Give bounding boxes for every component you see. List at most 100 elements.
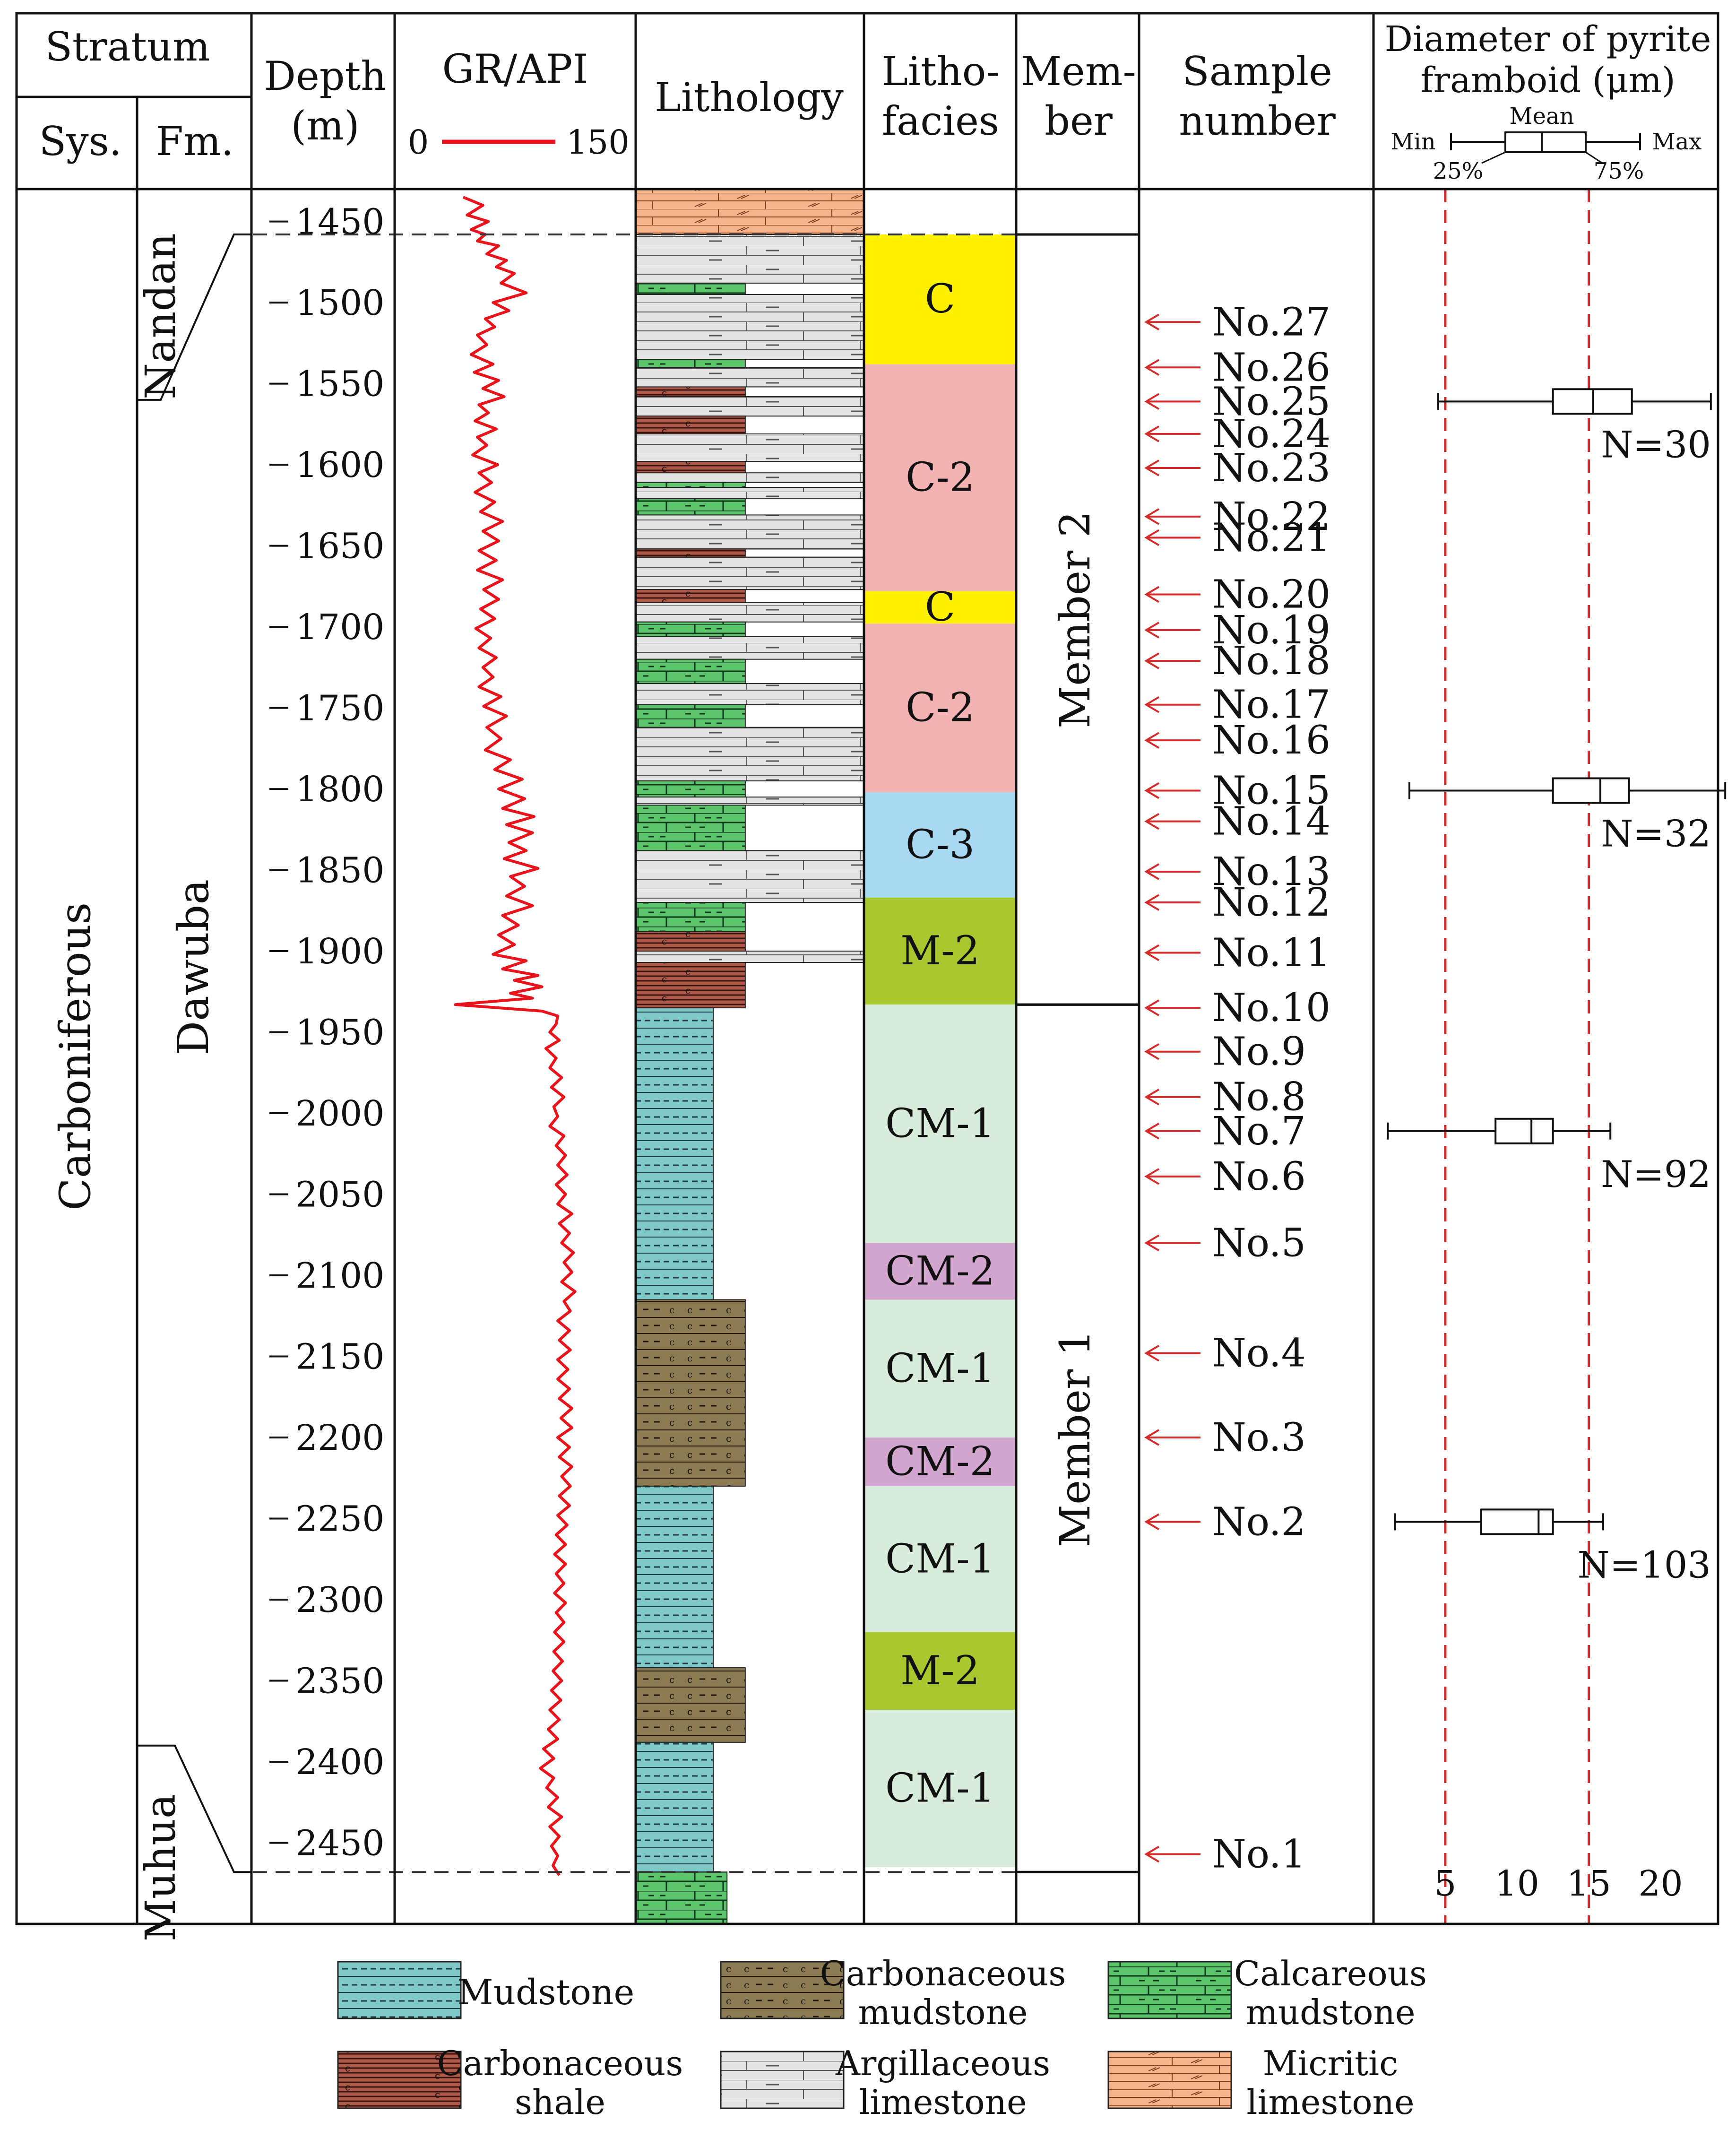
lithology-bed [635, 189, 864, 235]
lithofacies-label: M-2 [900, 1647, 980, 1694]
sample-arrowhead [1144, 425, 1160, 442]
sample-arrowhead [1144, 393, 1160, 410]
depth-tick-label: 1600 [295, 445, 384, 485]
depth-tick-label: 2200 [295, 1418, 384, 1458]
formation-label: Muhua [136, 1794, 185, 1942]
lithofacies-column: C C-2 C C-2 C-3 M-2 CM-1 CM-2 CM-1 CM-2 CM-1 M-2 CM-… [864, 234, 1016, 1867]
depth-tick-label: 1950 [295, 1013, 384, 1053]
sample-label: No.19 [1212, 608, 1330, 653]
sample-arrowhead [1144, 732, 1160, 749]
lithology-bed [635, 294, 864, 360]
sample-label: No.13 [1212, 849, 1330, 894]
x-tick-label: 15 [1567, 1863, 1611, 1904]
header-depth: Depth [264, 53, 387, 99]
member-label: Member 2 [1051, 511, 1099, 728]
muhua-boundary [137, 1744, 251, 1873]
sample-label: No.1 [1212, 1832, 1306, 1877]
lithology-bed [635, 367, 864, 388]
header-pyrite-1: Diameter of pyrite [1385, 19, 1711, 60]
sample-label: No.16 [1212, 718, 1330, 763]
key-min: Min [1391, 129, 1435, 155]
lithology-bed [635, 498, 746, 516]
lithology-bed [635, 234, 864, 284]
sample-label: No.11 [1212, 930, 1330, 975]
lithofacies-label: C-2 [906, 684, 975, 731]
legend-swatch [1107, 2051, 1232, 2109]
lithology-bed [635, 805, 746, 851]
depth-tick-label: 1700 [295, 607, 384, 648]
lithology-bed [635, 902, 746, 932]
lithology-legend: Mudstone Carbonaceous mudstone Calcareous mu… [337, 1954, 1427, 2122]
member-column: Member 2 Member 1 [1015, 233, 1140, 1873]
lithofacies-label: CM-2 [885, 1438, 995, 1484]
lithology-bed [635, 931, 746, 952]
legend-label: Carbonaceous mudstone [820, 1954, 1066, 2032]
depth-tick-label: 1850 [295, 850, 384, 891]
sample-label: No.10 [1212, 986, 1330, 1030]
sample-arrowhead [1144, 622, 1160, 639]
sample-arrowhead [1144, 999, 1160, 1016]
lithology-bed [635, 636, 864, 660]
sample-label: No.7 [1212, 1109, 1306, 1154]
gr-log-track [454, 196, 577, 1876]
sample-label: No.9 [1212, 1030, 1306, 1074]
lithology-bed [635, 602, 864, 623]
header-lithofacies-1: Litho- [881, 48, 999, 95]
lithology-bed [635, 621, 746, 637]
depth-tick-label: 2450 [295, 1823, 384, 1864]
lithofacies-label: C-3 [906, 821, 975, 867]
legend-swatch [720, 2051, 845, 2109]
sample-arrowhead [1144, 359, 1160, 376]
box [1552, 777, 1630, 804]
sample-label: No.5 [1212, 1221, 1306, 1265]
sample-label: No.3 [1212, 1415, 1306, 1460]
sample-label: No.4 [1212, 1331, 1306, 1376]
lithology-bed [635, 704, 746, 728]
lithology-bed [635, 1299, 746, 1487]
formation-label: Dawuba [169, 879, 218, 1055]
sample-label: No.6 [1212, 1154, 1306, 1199]
lithology-bed [635, 658, 746, 684]
sample-arrowhead [1144, 813, 1160, 830]
legend-label: Argillaceous limestone [835, 2043, 1050, 2122]
depth-tick-label: 1550 [295, 364, 384, 405]
header-member-2: ber [1045, 98, 1113, 144]
lithology-bed [635, 487, 864, 500]
lithofacies-label: CM-1 [885, 1345, 995, 1391]
key-max: Max [1652, 129, 1702, 155]
depth-tick-label: 2400 [295, 1742, 384, 1783]
depth-tick-label: 1500 [295, 283, 384, 323]
lithofacies-band [864, 234, 1016, 364]
legend-label: Carbonaceous shale [437, 2043, 683, 2122]
header-sys: Sys. [39, 118, 122, 165]
sample-label: No.12 [1212, 880, 1330, 925]
table-frame [15, 12, 1719, 1925]
lithofacies-label: C-2 [906, 454, 975, 501]
header-stratum: Stratum [45, 24, 210, 70]
lithology-bed [635, 472, 864, 483]
sample-label: No.26 [1212, 345, 1330, 390]
sample-arrowhead [1144, 1234, 1160, 1252]
lithology-bed [635, 461, 746, 474]
sample-count-label: N=30 [1601, 424, 1711, 466]
sample-label: No.22 [1212, 494, 1330, 539]
lithofacies-label: CM-1 [885, 1535, 995, 1582]
sample-label: No.2 [1212, 1499, 1306, 1544]
header-sample-1: Sample [1182, 48, 1332, 95]
depth-tick-label: 2350 [295, 1661, 384, 1702]
lithofacies-band [864, 1299, 1016, 1438]
sample-count-label: N=103 [1578, 1544, 1711, 1586]
x-tick-label: 10 [1495, 1863, 1539, 1904]
lithology-bed [635, 850, 864, 903]
lithology-bed [635, 797, 864, 806]
lithofacies-band [864, 1710, 1016, 1867]
key-p25: 25% [1433, 158, 1484, 184]
formation-label: Nandan [136, 233, 185, 399]
depth-tick-label: 1900 [295, 931, 384, 972]
header-gr-max: 150 [566, 123, 630, 162]
pyrite-boxplot-track: N=30 N=32 N=92 N=103 5 10 15 20 [1387, 189, 1727, 1924]
lithology-bed [635, 482, 746, 488]
header-gr-title: GR/API [442, 46, 588, 92]
